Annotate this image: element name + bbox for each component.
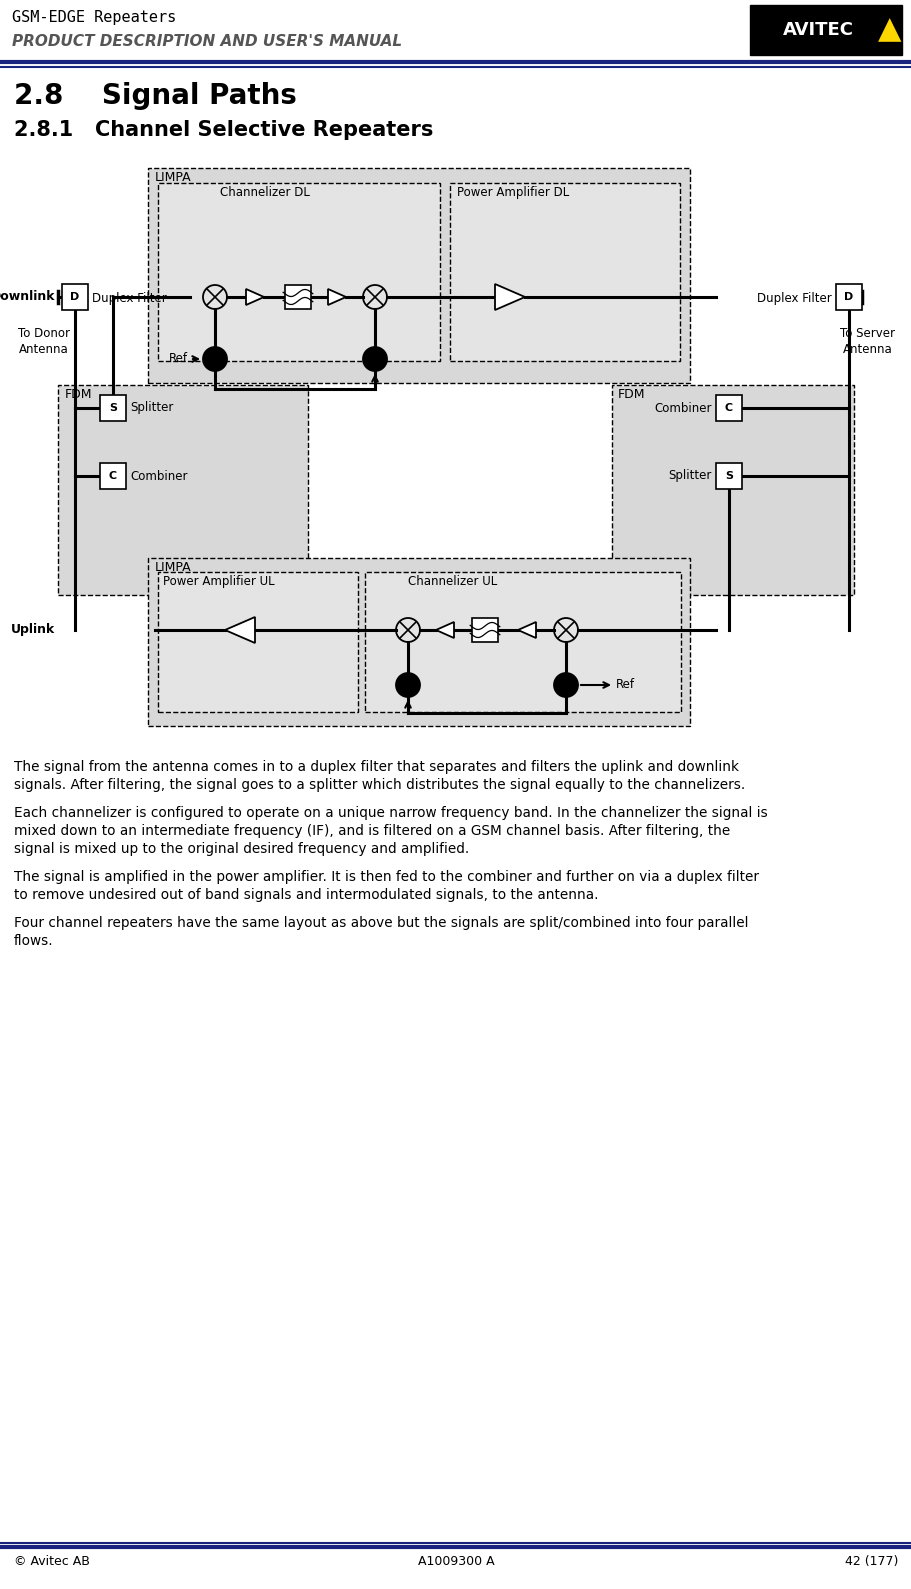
- Text: Splitter: Splitter: [130, 402, 173, 415]
- Bar: [58, 385, 308, 594]
- Text: FDM: FDM: [65, 388, 92, 400]
- Bar: [364, 572, 681, 712]
- Text: To Donor
Antenna: To Donor Antenna: [18, 327, 70, 356]
- Text: Ref: Ref: [615, 679, 634, 691]
- Text: D: D: [70, 292, 79, 302]
- Text: A1009300 A: A1009300 A: [417, 1556, 494, 1568]
- Text: Channelizer UL: Channelizer UL: [407, 575, 496, 588]
- Text: Downlink: Downlink: [0, 291, 55, 303]
- Polygon shape: [328, 289, 345, 305]
- Text: Each channelizer is configured to operate on a unique narrow frequency band. In : Each channelizer is configured to operat…: [14, 806, 767, 820]
- Bar: [158, 183, 439, 361]
- Text: FDM: FDM: [618, 388, 645, 400]
- Circle shape: [553, 674, 578, 698]
- Bar: [100, 396, 126, 421]
- Text: mixed down to an intermediate frequency (IF), and is filtered on a GSM channel b: mixed down to an intermediate frequency …: [14, 825, 730, 837]
- Text: Power Amplifier UL: Power Amplifier UL: [163, 575, 274, 588]
- Bar: [62, 284, 87, 310]
- Bar: [100, 462, 126, 489]
- Text: ▲: ▲: [877, 16, 901, 44]
- Bar: [835, 284, 861, 310]
- Bar: [148, 168, 690, 383]
- Text: Channelizer DL: Channelizer DL: [220, 186, 310, 199]
- Text: 42 (177): 42 (177): [844, 1556, 897, 1568]
- Circle shape: [395, 674, 420, 698]
- Circle shape: [203, 346, 227, 370]
- Text: Ref: Ref: [169, 353, 188, 365]
- Text: LIMPA: LIMPA: [155, 561, 191, 574]
- Text: Combiner: Combiner: [654, 402, 711, 415]
- Text: 2.8    Signal Paths: 2.8 Signal Paths: [14, 83, 297, 110]
- Text: Duplex Filter: Duplex Filter: [756, 292, 831, 305]
- Text: flows.: flows.: [14, 934, 54, 949]
- Polygon shape: [246, 289, 263, 305]
- Text: Uplink: Uplink: [11, 623, 55, 637]
- Polygon shape: [435, 621, 454, 639]
- Text: © Avitec AB: © Avitec AB: [14, 1556, 90, 1568]
- Text: PRODUCT DESCRIPTION AND USER'S MANUAL: PRODUCT DESCRIPTION AND USER'S MANUAL: [12, 33, 402, 49]
- Text: GSM-EDGE Repeaters: GSM-EDGE Repeaters: [12, 10, 176, 25]
- Circle shape: [363, 346, 386, 370]
- Text: The signal from the antenna comes in to a duplex filter that separates and filte: The signal from the antenna comes in to …: [14, 760, 738, 774]
- Text: signals. After filtering, the signal goes to a splitter which distributes the si: signals. After filtering, the signal goe…: [14, 779, 744, 791]
- Text: To Server
Antenna: To Server Antenna: [840, 327, 895, 356]
- Text: C: C: [724, 404, 732, 413]
- Text: 2.8.1   Channel Selective Repeaters: 2.8.1 Channel Selective Repeaters: [14, 121, 433, 140]
- Polygon shape: [225, 617, 255, 644]
- Bar: [449, 183, 680, 361]
- Bar: [148, 558, 690, 726]
- Bar: [715, 462, 742, 489]
- Text: S: S: [724, 470, 732, 481]
- Bar: [158, 572, 358, 712]
- Text: D: D: [844, 292, 853, 302]
- Bar: [715, 396, 742, 421]
- Text: S: S: [109, 404, 117, 413]
- Text: Duplex Filter: Duplex Filter: [92, 292, 167, 305]
- Text: Combiner: Combiner: [130, 469, 188, 483]
- Polygon shape: [495, 284, 525, 310]
- Polygon shape: [517, 621, 536, 639]
- Text: to remove undesired out of band signals and intermodulated signals, to the anten: to remove undesired out of band signals …: [14, 888, 598, 903]
- Text: Splitter: Splitter: [668, 469, 711, 483]
- Text: Four channel repeaters have the same layout as above but the signals are split/c: Four channel repeaters have the same lay…: [14, 915, 748, 930]
- Bar: [284, 284, 311, 308]
- Text: LIMPA: LIMPA: [155, 172, 191, 184]
- Text: signal is mixed up to the original desired frequency and amplified.: signal is mixed up to the original desir…: [14, 842, 469, 856]
- Text: AVITEC: AVITEC: [782, 21, 853, 40]
- Text: C: C: [108, 470, 117, 481]
- Text: Power Amplifier DL: Power Amplifier DL: [456, 186, 568, 199]
- Bar: [749, 5, 901, 56]
- Bar: [472, 618, 497, 642]
- Bar: [611, 385, 853, 594]
- Text: The signal is amplified in the power amplifier. It is then fed to the combiner a: The signal is amplified in the power amp…: [14, 871, 758, 883]
